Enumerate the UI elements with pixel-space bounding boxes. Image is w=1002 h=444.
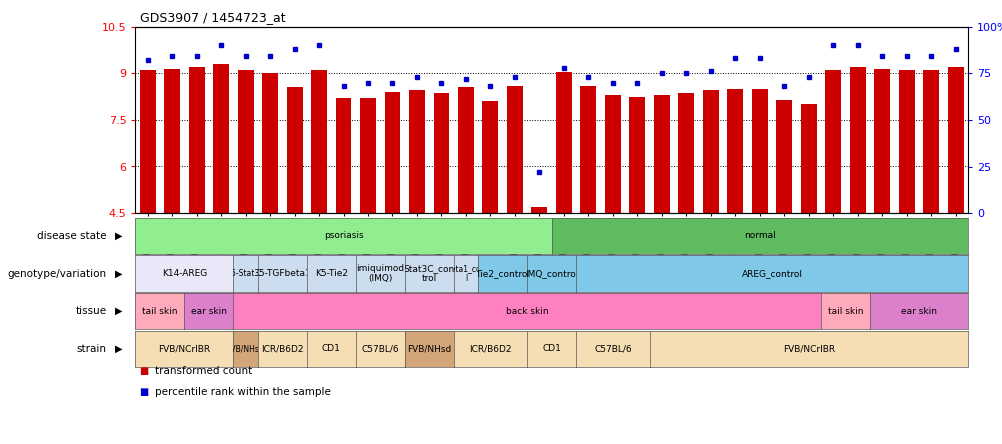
Text: tail skin: tail skin (142, 307, 177, 316)
Text: FVB/NCrIBR: FVB/NCrIBR (158, 345, 210, 353)
Bar (677, 94, 693, 213)
Bar (384, 92, 400, 213)
Bar (409, 91, 425, 213)
Text: tissue: tissue (76, 306, 107, 316)
Bar (506, 86, 522, 213)
Bar (237, 70, 254, 213)
Bar (849, 67, 865, 213)
Bar (139, 70, 155, 213)
Text: tail skin: tail skin (827, 307, 863, 316)
Text: imiquimod
(IMQ): imiquimod (IMQ) (356, 264, 404, 283)
Text: FVB/NCrIBR: FVB/NCrIBR (782, 345, 834, 353)
Text: psoriasis: psoriasis (324, 231, 363, 240)
Bar (752, 89, 767, 213)
Text: FVB/NHsd: FVB/NHsd (407, 345, 451, 353)
Bar (825, 70, 841, 213)
Text: C57BL/6: C57BL/6 (593, 345, 631, 353)
Bar (629, 97, 644, 213)
Text: K5-TGFbeta1: K5-TGFbeta1 (254, 269, 311, 278)
Bar (702, 91, 718, 213)
Bar (947, 67, 963, 213)
Text: ICR/B6D2: ICR/B6D2 (469, 345, 511, 353)
Text: K5-Stat3C: K5-Stat3C (226, 269, 265, 278)
Text: disease state: disease state (37, 231, 107, 241)
Bar (311, 70, 327, 213)
Bar (922, 70, 938, 213)
Text: ICR/B6D2: ICR/B6D2 (261, 345, 304, 353)
Text: percentile rank within the sample: percentile rank within the sample (155, 387, 331, 397)
Text: transformed count: transformed count (155, 366, 253, 376)
Text: TGFbeta1_control
l: TGFbeta1_control l (432, 264, 499, 283)
Text: ear skin: ear skin (900, 307, 936, 316)
Text: ■: ■ (139, 387, 148, 397)
Bar (433, 94, 449, 213)
Text: ■: ■ (139, 366, 148, 376)
Bar (262, 73, 278, 213)
Bar (188, 67, 204, 213)
Bar (458, 87, 473, 213)
Bar (800, 104, 816, 213)
Text: ear skin: ear skin (190, 307, 226, 316)
Bar (604, 95, 620, 213)
Text: GDS3907 / 1454723_at: GDS3907 / 1454723_at (140, 12, 286, 24)
Bar (555, 72, 571, 213)
Bar (898, 70, 914, 213)
Bar (874, 69, 889, 213)
Bar (213, 64, 228, 213)
Text: K14-AREG: K14-AREG (161, 269, 206, 278)
Text: back skin: back skin (505, 307, 548, 316)
Text: FVB/NHsd: FVB/NHsd (226, 345, 265, 353)
Bar (653, 95, 669, 213)
Bar (531, 207, 547, 213)
Bar (360, 98, 376, 213)
Bar (726, 89, 742, 213)
Text: C57BL/6: C57BL/6 (361, 345, 399, 353)
Bar (164, 69, 180, 213)
Bar (287, 87, 303, 213)
Text: ▶: ▶ (114, 269, 122, 278)
Text: IMQ_control: IMQ_control (524, 269, 578, 278)
Text: K5-Tie2: K5-Tie2 (315, 269, 348, 278)
Bar (580, 86, 596, 213)
Bar (776, 100, 792, 213)
Bar (482, 101, 498, 213)
Bar (336, 98, 351, 213)
Text: Stat3C_con
trol: Stat3C_con trol (403, 264, 454, 283)
Text: Tie2_control: Tie2_control (475, 269, 530, 278)
Text: ▶: ▶ (114, 344, 122, 354)
Text: genotype/variation: genotype/variation (8, 269, 107, 278)
Text: CD1: CD1 (542, 345, 560, 353)
Text: ▶: ▶ (114, 231, 122, 241)
Text: AREG_control: AREG_control (740, 269, 802, 278)
Text: strain: strain (77, 344, 107, 354)
Text: CD1: CD1 (322, 345, 341, 353)
Text: ▶: ▶ (114, 306, 122, 316)
Text: normal: normal (743, 231, 775, 240)
